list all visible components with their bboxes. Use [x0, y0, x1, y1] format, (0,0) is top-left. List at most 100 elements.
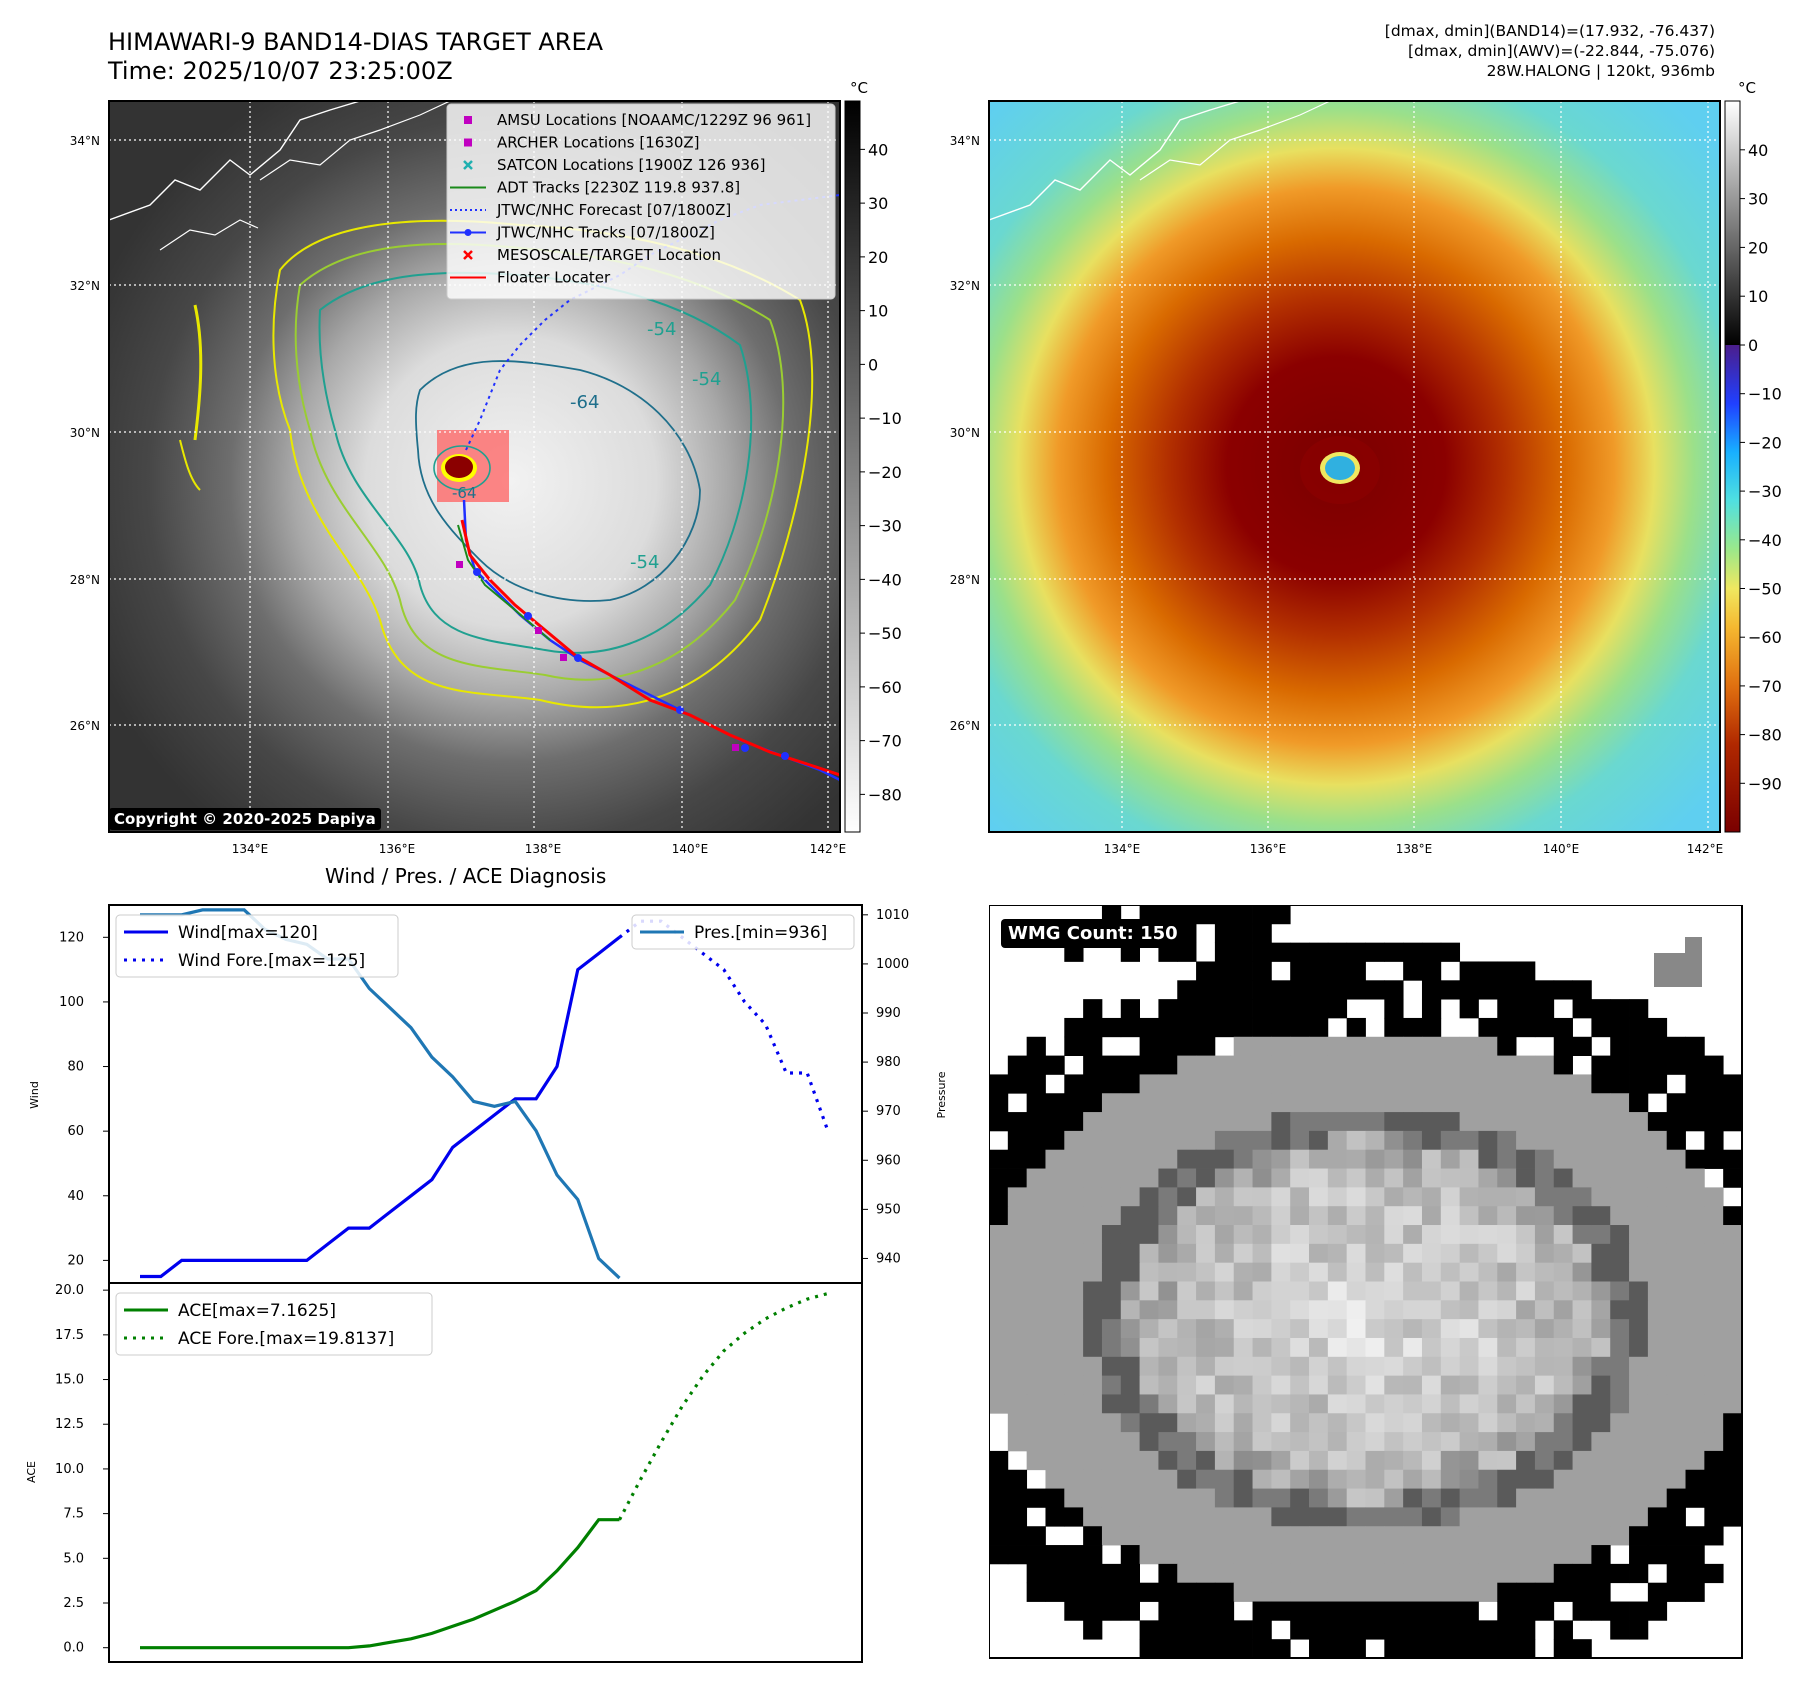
wmg-cell: [1384, 1582, 1404, 1602]
colorbar-tick-label: −40: [1748, 531, 1782, 550]
wmg-cell: [1516, 1055, 1536, 1075]
wmg-cell: [1365, 1488, 1385, 1508]
wmg-cell: [1723, 1450, 1743, 1471]
wmg-cell: [1610, 1243, 1630, 1264]
wmg-cell: [1196, 1394, 1216, 1414]
wmg-cell: [1214, 1488, 1235, 1508]
wmg-cell: [1327, 1526, 1348, 1546]
wmg-cell: [1572, 1187, 1592, 1207]
wmg-cell: [1534, 1488, 1555, 1508]
wmg-cell: [1290, 1055, 1310, 1075]
wmg-cell: [1120, 1243, 1140, 1264]
wmg-cell: [1685, 1093, 1705, 1113]
wmg-cell: [1271, 1545, 1291, 1565]
wmg-cell: [989, 1168, 1009, 1188]
wmg-cell: [1290, 1017, 1310, 1038]
wmg-cell: [1064, 1281, 1084, 1301]
wmg-cell: [1233, 942, 1253, 962]
wmg-cell: [1553, 1450, 1573, 1471]
wmg-cell: [1497, 1639, 1517, 1659]
wmg-cell: [989, 1187, 1009, 1207]
legend-ace-label: ACE[max=7.1625]: [178, 1301, 336, 1321]
wmg-cell: [1610, 1488, 1630, 1508]
wmg-cell: [1459, 1036, 1479, 1056]
wmg-cell: [1478, 1582, 1498, 1602]
wmg-cell: [1252, 961, 1272, 981]
wmg-cell: [1177, 1017, 1197, 1038]
wmg-cell: [1440, 1545, 1461, 1565]
wmg-cell: [1346, 1074, 1366, 1094]
wmg-cell: [1327, 1055, 1348, 1075]
wmg-cell: [1214, 1262, 1235, 1282]
wmg-cell: [1610, 1413, 1630, 1433]
wmg-cell: [1365, 1187, 1385, 1207]
ace-series-line-0: [140, 1518, 620, 1650]
wmg-cell: [1647, 1337, 1668, 1358]
colorbar-tick-label: −20: [868, 463, 902, 482]
wmg-cell: [1685, 1469, 1705, 1489]
wmg-cell: [1346, 1356, 1366, 1377]
wmg-cell: [1403, 942, 1423, 962]
wmg-cell: [1384, 1262, 1404, 1282]
wmg-cell: [1309, 1017, 1329, 1038]
ace-tick-label: 5.0: [63, 1551, 84, 1566]
wmg-cell: [1214, 1432, 1235, 1452]
wmg-cell: [1421, 1507, 1442, 1527]
wmg-cell: [1459, 980, 1479, 1000]
wmg-cell: [1591, 1055, 1611, 1075]
wmg-cell: [1704, 1337, 1724, 1358]
wmg-cell: [1553, 1432, 1573, 1452]
wmg-cell: [1591, 1450, 1611, 1471]
wmg-cell: [1685, 1149, 1705, 1169]
colorbar-tick-label: −50: [868, 624, 902, 643]
pressure-tick-label: 1010: [876, 908, 909, 923]
wmg-cell: [1252, 1074, 1272, 1094]
wmg-cell: [1309, 1243, 1329, 1264]
wmg-cell: [1403, 1488, 1423, 1508]
wmg-cell: [1083, 1356, 1103, 1377]
wmg-cell: [1026, 1375, 1046, 1395]
wmg-cell: [1497, 1319, 1517, 1339]
wmg-cell: [1365, 942, 1385, 962]
legend-pressure-label: Pres.[min=936]: [694, 923, 827, 943]
colorbar-tick-label: −70: [868, 732, 902, 751]
wmg-cell: [1497, 1262, 1517, 1282]
wmg-cell: [1083, 1563, 1103, 1584]
wmg-cell: [1177, 1450, 1197, 1471]
wmg-cell: [1214, 1337, 1235, 1358]
wmg-cell: [1083, 1036, 1103, 1056]
wmg-cell: [1177, 1469, 1197, 1489]
wmg-cell: [1516, 1243, 1536, 1264]
wmg-cell: [1572, 1281, 1592, 1301]
wmg-cell: [1440, 1093, 1461, 1113]
wmg-cell: [1440, 1112, 1461, 1132]
wmg-cell: [1666, 1093, 1686, 1113]
wmg-cell: [1654, 953, 1702, 987]
wmg-cell: [1440, 1432, 1461, 1452]
wmg-cell: [1346, 1262, 1366, 1282]
wmg-cell: [1101, 1582, 1122, 1602]
wmg-cell: [1384, 942, 1404, 962]
wmg-cell: [1026, 1488, 1046, 1508]
wmg-cell: [1327, 1130, 1348, 1151]
wmg-cell: [1101, 1356, 1122, 1377]
wmg-cell: [1233, 1281, 1253, 1301]
wmg-cell: [1647, 1450, 1668, 1471]
wmg-cell: [1007, 1319, 1028, 1339]
wmg-cell: [1365, 1130, 1385, 1151]
wmg-cell: [1365, 1582, 1385, 1602]
wmg-cell: [1101, 1149, 1122, 1169]
wmg-cell: [1610, 1432, 1630, 1452]
wmg-cell: [1252, 1093, 1272, 1113]
lon-label: 136°E: [1250, 842, 1287, 856]
wmg-cell: [1290, 1394, 1310, 1414]
legend-wind-label: Wind[max=120]: [178, 923, 318, 943]
wmg-cell: [1327, 1413, 1348, 1433]
wmg-cell: [1233, 923, 1253, 944]
wmg-cell: [1271, 1206, 1291, 1226]
wmg-cell: [1327, 961, 1348, 981]
wmg-cell: [1158, 1149, 1178, 1169]
wmg-cell: [1610, 1300, 1630, 1320]
lon-label: 138°E: [1396, 842, 1433, 856]
wmg-cell: [1685, 1488, 1705, 1508]
